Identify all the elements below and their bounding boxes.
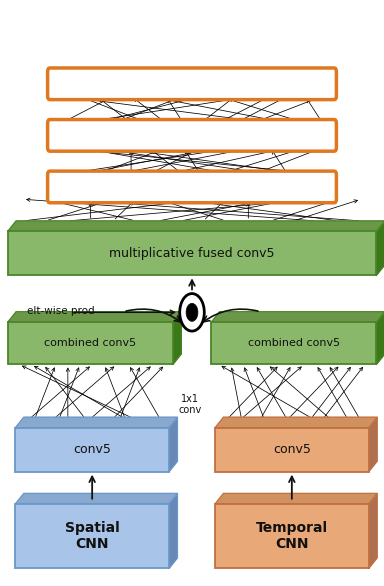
Polygon shape [215, 417, 377, 428]
Text: combined conv5: combined conv5 [248, 338, 340, 349]
Polygon shape [369, 417, 377, 472]
Polygon shape [15, 493, 177, 504]
Bar [211, 322, 376, 364]
FancyBboxPatch shape [48, 171, 336, 203]
Polygon shape [169, 493, 177, 568]
Circle shape [180, 294, 204, 331]
Bar [15, 504, 169, 568]
FancyBboxPatch shape [48, 68, 336, 100]
Circle shape [186, 304, 198, 321]
Polygon shape [376, 221, 384, 275]
Polygon shape [15, 417, 177, 428]
Polygon shape [8, 221, 384, 231]
Text: multiplicative fused conv5: multiplicative fused conv5 [109, 247, 275, 260]
Text: elt-wise prod: elt-wise prod [27, 305, 94, 316]
Bar [15, 428, 169, 472]
Text: conv5: conv5 [273, 443, 311, 456]
Text: 1x1
conv: 1x1 conv [179, 394, 202, 415]
Polygon shape [211, 312, 384, 322]
Polygon shape [169, 417, 177, 472]
FancyBboxPatch shape [48, 120, 336, 151]
Polygon shape [173, 312, 181, 364]
Text: combined conv5: combined conv5 [44, 338, 136, 349]
Text: Spatial
CNN: Spatial CNN [65, 521, 119, 551]
Polygon shape [8, 312, 181, 322]
Polygon shape [376, 312, 384, 364]
Polygon shape [215, 493, 377, 504]
Bar [215, 428, 369, 472]
Polygon shape [369, 493, 377, 568]
Bar [8, 322, 173, 364]
Bar [8, 231, 376, 275]
Text: conv5: conv5 [73, 443, 111, 456]
Text: Temporal
CNN: Temporal CNN [256, 521, 328, 551]
Bar [215, 504, 369, 568]
